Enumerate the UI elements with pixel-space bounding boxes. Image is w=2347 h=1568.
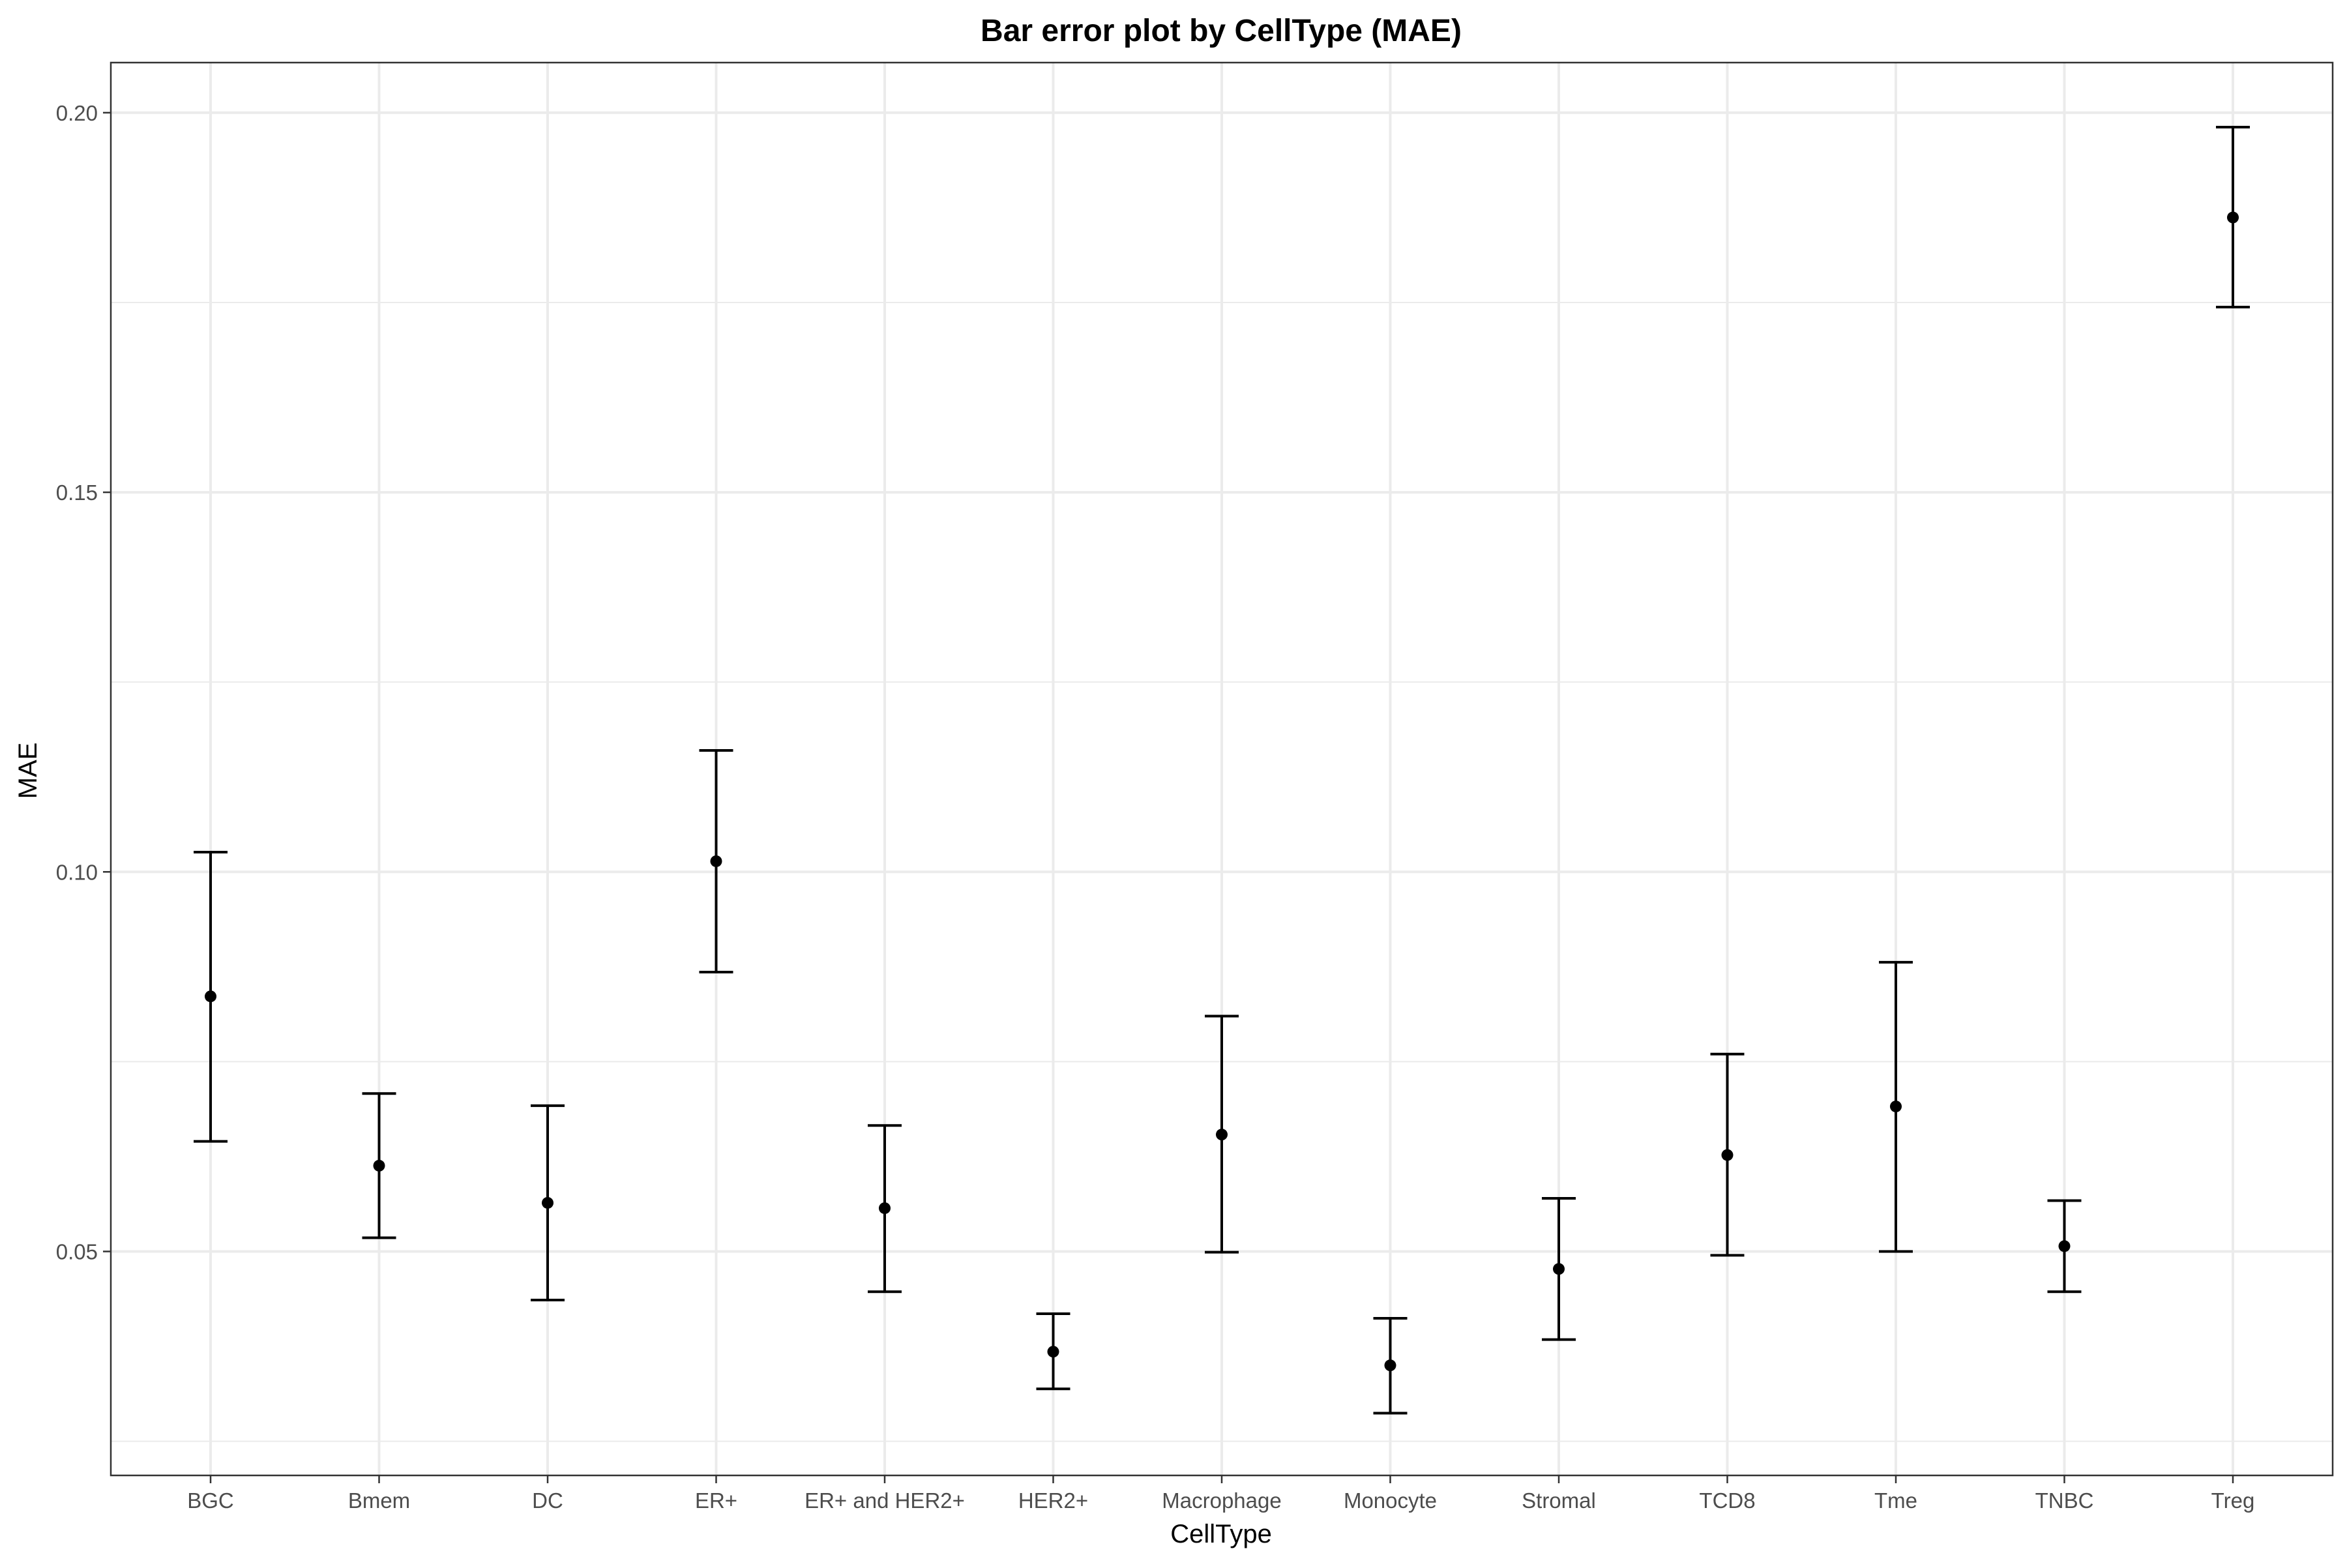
y-axis-label: MAE — [14, 743, 42, 799]
data-point — [1553, 1263, 1565, 1275]
data-point — [1890, 1101, 1902, 1113]
data-point — [373, 1159, 385, 1172]
x-tick-label: Tme — [1874, 1488, 1917, 1513]
x-tick-label: Monocyte — [1344, 1488, 1437, 1513]
x-tick-label: TNBC — [2035, 1488, 2094, 1513]
data-point — [710, 855, 722, 867]
y-tick-label: 0.05 — [56, 1239, 98, 1264]
x-axis-ticks: BGC Bmem DC ER+ ER+ and HER2+ HER2+ Macrophage… — [187, 1475, 2254, 1513]
x-tick-label: ER+ — [695, 1488, 737, 1513]
data-points — [205, 211, 2239, 1372]
x-tick-label: ER+ and HER2+ — [804, 1488, 965, 1513]
x-tick-label: DC — [532, 1488, 563, 1513]
x-tick-label: HER2+ — [1018, 1488, 1088, 1513]
data-point — [1721, 1149, 1734, 1161]
x-tick-label: TCD8 — [1699, 1488, 1755, 1513]
x-tick-label: Bmem — [348, 1488, 410, 1513]
x-tick-label: Stromal — [1522, 1488, 1596, 1513]
x-axis-label: CellType — [1170, 1520, 1272, 1548]
x-tick-label: Treg — [2211, 1488, 2255, 1513]
data-point — [2227, 211, 2239, 224]
data-point — [879, 1202, 891, 1215]
x-tick-label: Macrophage — [1162, 1488, 1281, 1513]
data-point — [1384, 1359, 1396, 1372]
data-point — [2058, 1240, 2071, 1252]
data-point — [1047, 1346, 1059, 1358]
y-axis-ticks: 0.05 0.10 0.15 0.20 — [56, 101, 111, 1264]
y-tick-label: 0.10 — [56, 860, 98, 884]
chart-title: Bar error plot by CellType (MAE) — [981, 14, 1462, 48]
data-point — [205, 990, 216, 1003]
y-tick-label: 0.15 — [56, 481, 98, 505]
y-tick-label: 0.20 — [56, 101, 98, 125]
data-point — [1216, 1129, 1228, 1141]
data-point — [542, 1196, 554, 1209]
x-tick-label: BGC — [187, 1488, 234, 1513]
